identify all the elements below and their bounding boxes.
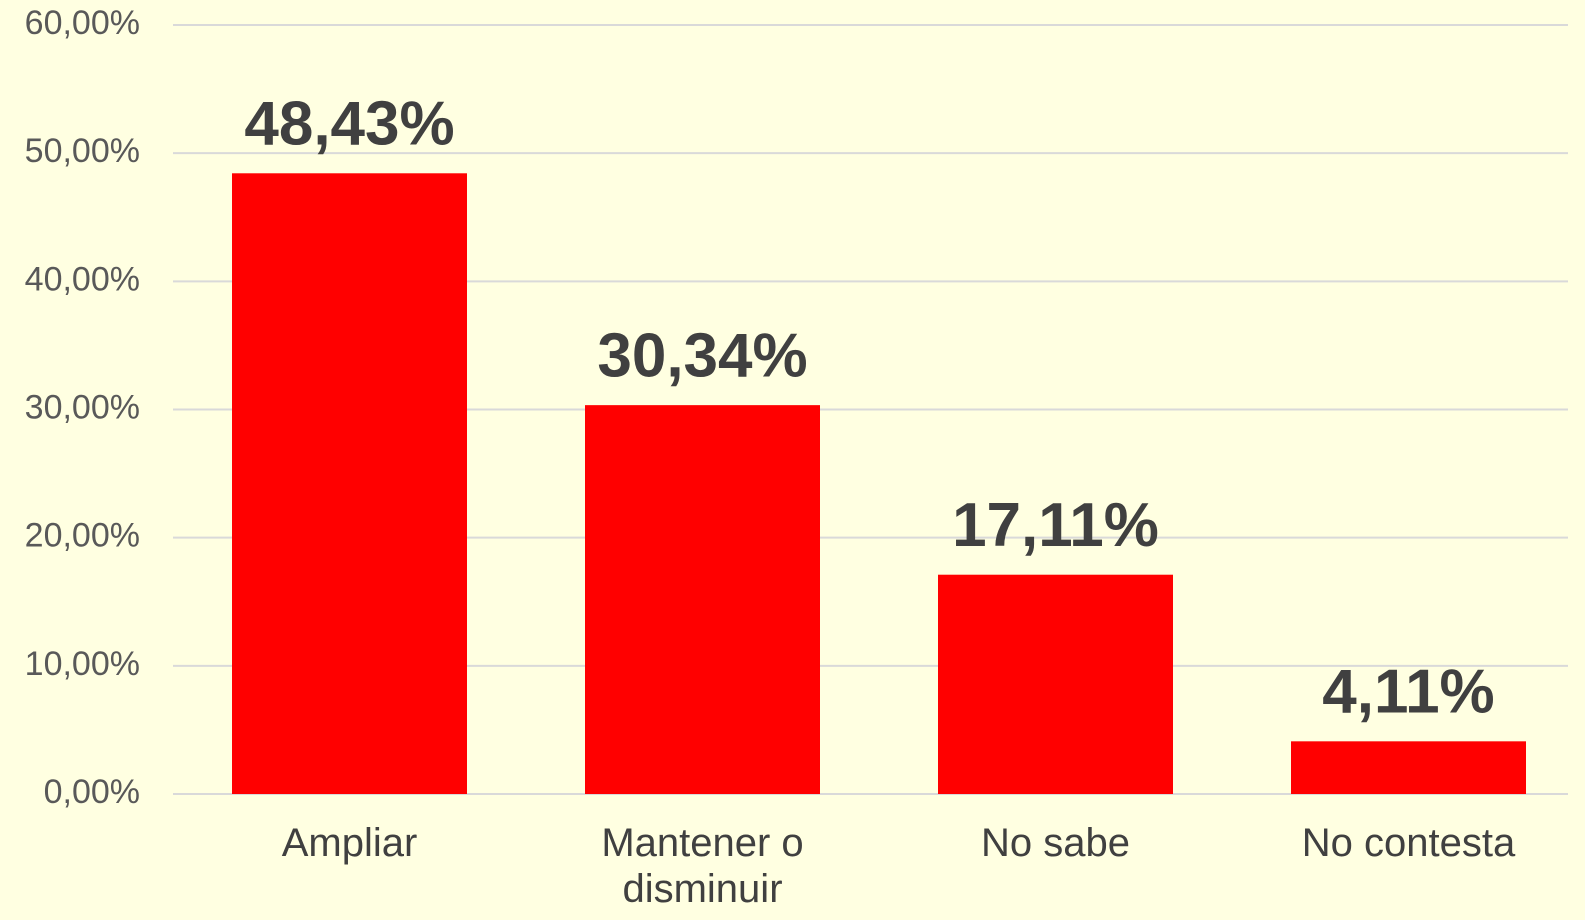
y-tick-label: 40,00% [25,260,140,298]
bar [585,405,820,794]
bar [938,574,1173,794]
y-tick-label: 60,00% [25,4,140,42]
y-tick-label: 0,00% [44,773,140,811]
y-tick-label: 50,00% [25,132,140,170]
value-label: 48,43% [244,90,454,159]
x-tick-label: Mantener o disminuir [601,821,804,911]
y-tick-label: 20,00% [25,517,140,555]
bar [232,173,467,795]
x-tick-label: Ampliar [281,821,418,865]
x-tick-label: No sabe [981,821,1130,865]
value-label: 30,34% [597,322,807,391]
value-label: 17,11% [952,491,1159,560]
y-tick-label: 30,00% [25,388,140,426]
value-label: 4,11% [1322,658,1494,727]
x-tick-label: No contesta [1301,821,1516,865]
bar [1291,741,1526,794]
y-tick-label: 10,00% [25,645,140,683]
